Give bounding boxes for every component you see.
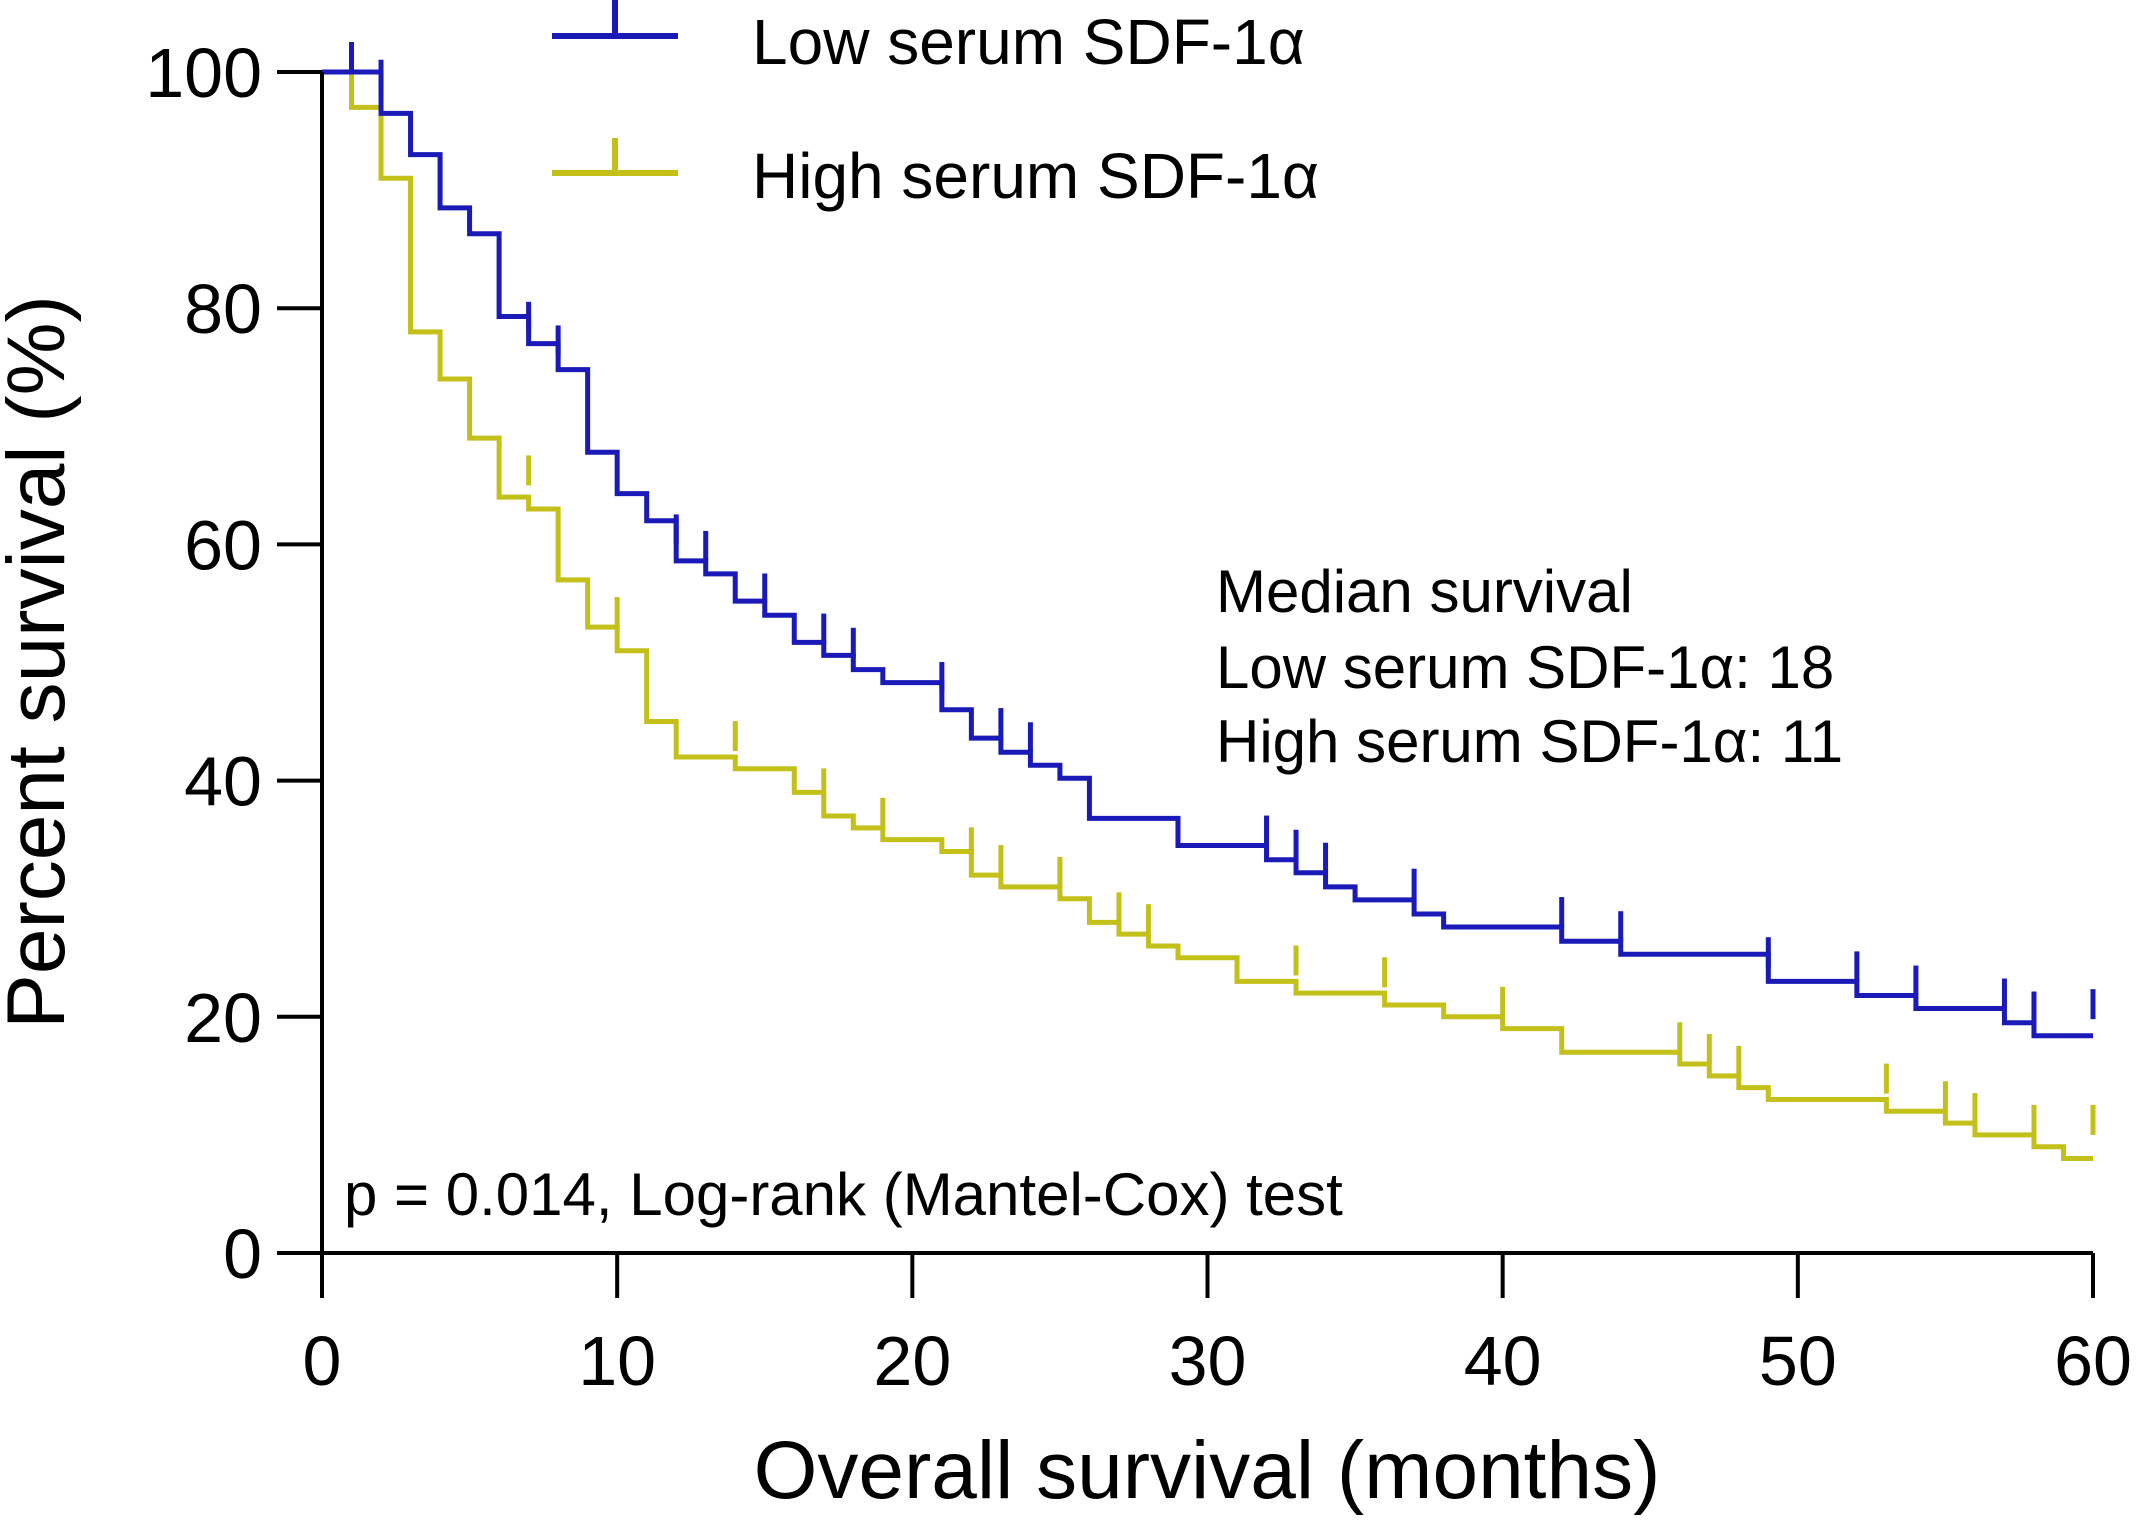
y-tick-label: 60	[184, 506, 262, 584]
series-layer	[322, 42, 2096, 1162]
x-axis-title: Overall survival (months)	[754, 1425, 1661, 1516]
legend-label-high: High serum SDF-1α	[752, 140, 1319, 212]
x-tick-label: 20	[873, 1322, 951, 1400]
y-tick-label: 80	[184, 270, 262, 348]
legend-swatch-low	[552, 0, 678, 39]
y-tick-label: 40	[184, 743, 262, 821]
legend: Low serum SDF-1α High serum SDF-1α	[552, 0, 1319, 212]
median-high: High serum SDF-1α: 11	[1216, 708, 1843, 775]
legend-item-high: High serum SDF-1α	[552, 138, 1319, 212]
ticks-layer: 0 10 20 30 40 50 60 0 20 40 60 80 100	[145, 34, 2132, 1400]
legend-item-low: Low serum SDF-1α	[552, 0, 1305, 78]
y-axis-title: Percent survival (%)	[0, 295, 82, 1029]
x-tick-label: 60	[2054, 1322, 2132, 1400]
median-annotation: Median survival Low serum SDF-1α: 18 Hig…	[1216, 558, 1843, 775]
legend-label-low: Low serum SDF-1α	[752, 6, 1305, 78]
x-tick-label: 30	[1169, 1322, 1247, 1400]
series-line-high	[322, 69, 2093, 1162]
x-tick-label: 40	[1464, 1322, 1542, 1400]
x-tick-label: 0	[303, 1322, 342, 1400]
y-tick-label: 100	[145, 34, 262, 112]
y-tick-label: 0	[223, 1215, 262, 1293]
median-title: Median survival	[1216, 558, 1633, 625]
x-tick-label: 10	[578, 1322, 656, 1400]
y-tick-label: 20	[184, 979, 262, 1057]
x-tick-label: 50	[1759, 1322, 1837, 1400]
p-value-annotation: p = 0.014, Log-rank (Mantel-Cox) test	[344, 1161, 1343, 1228]
median-low: Low serum SDF-1α: 18	[1216, 634, 1834, 701]
legend-swatch-high	[552, 138, 678, 176]
series-line-low	[322, 69, 2093, 1039]
